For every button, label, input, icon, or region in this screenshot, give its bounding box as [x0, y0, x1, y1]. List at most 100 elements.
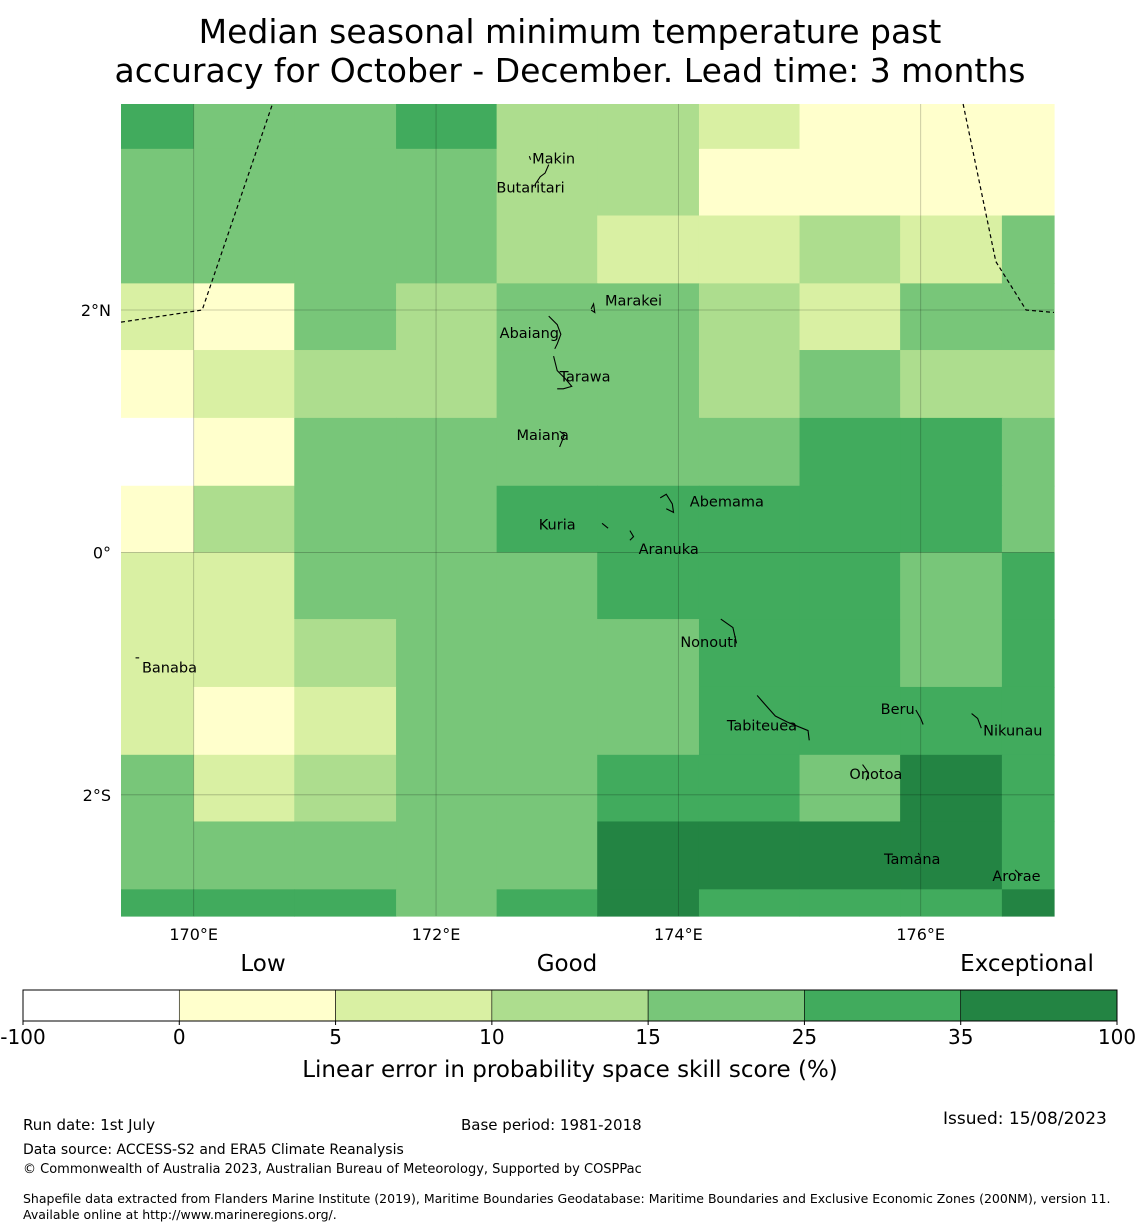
- x-tick-label: 174°E: [654, 925, 703, 944]
- map-title-line-2: accuracy for October - December. Lead ti…: [114, 51, 1026, 90]
- skill-cell: [294, 552, 397, 620]
- skill-cell: [799, 821, 901, 890]
- skill-cell: [121, 485, 195, 554]
- skill-cell: [121, 552, 195, 620]
- skill-cell: [1001, 104, 1055, 150]
- skill-cell: [121, 619, 195, 688]
- skill-cell: [698, 821, 801, 890]
- skill-cell: [396, 686, 498, 756]
- skill-cell: [294, 485, 397, 554]
- island-outline-marakei: [590, 302, 596, 314]
- issued-date: Issued: 15/08/2023: [943, 1109, 1107, 1129]
- skill-cell: [396, 350, 498, 419]
- skill-cell: [294, 148, 397, 217]
- skill-cell: [396, 417, 498, 487]
- skill-cell: [900, 104, 1003, 150]
- skill-cell: [496, 148, 598, 217]
- skill-cell: [799, 889, 901, 917]
- skill-cell: [597, 283, 700, 351]
- skill-cell: [900, 686, 1003, 756]
- island-outline-aranuka: [629, 530, 635, 541]
- skill-cell: [900, 889, 1003, 917]
- island-label-onotoa: Onotoa: [849, 767, 902, 783]
- island-label-abemama: Abemama: [690, 495, 764, 511]
- skill-cell: [900, 821, 1003, 890]
- skill-cell: [496, 283, 598, 351]
- skill-cell: [799, 350, 901, 419]
- skill-cell: [193, 350, 295, 419]
- colorbar-tick-label: 15: [635, 1025, 660, 1049]
- skill-cell: [294, 417, 397, 487]
- island-label-banaba: Banaba: [142, 661, 197, 677]
- island-outline-arorae: [1014, 869, 1022, 877]
- skill-cell: [121, 215, 195, 284]
- colorbar-tick-label: -100: [0, 1025, 45, 1049]
- shapefile-note: Shapefile data extracted from Flanders M…: [23, 1191, 1111, 1222]
- skill-cell: [396, 215, 498, 284]
- skill-cell: [799, 754, 901, 823]
- skill-cell: [496, 215, 598, 284]
- skill-cell: [597, 686, 700, 756]
- skill-cell: [121, 148, 195, 217]
- x-tick-label: 176°E: [896, 925, 945, 944]
- skill-cell: [698, 686, 801, 756]
- island-outline-makin: [528, 155, 532, 160]
- skill-cell: [396, 283, 498, 351]
- skill-cell: [193, 283, 295, 351]
- island-outline-kuria: [601, 522, 609, 529]
- skill-cell: [698, 552, 801, 620]
- island-label-abaiang: Abaiang: [500, 326, 559, 342]
- skill-cell: [396, 104, 498, 150]
- skill-cell: [396, 148, 498, 217]
- skill-cell: [121, 821, 195, 890]
- skill-cell: [1001, 148, 1055, 217]
- skill-cell: [1001, 686, 1055, 756]
- skill-cell: [597, 754, 700, 823]
- island-label-marakei: Marakei: [605, 293, 662, 309]
- skill-cell: [1001, 485, 1055, 554]
- skill-cell: [698, 350, 801, 419]
- skill-cell: [496, 754, 598, 823]
- skill-cell: [294, 821, 397, 890]
- skill-cell: [900, 148, 1003, 217]
- colorbar-segment: [178, 989, 336, 1022]
- skill-cell: [1001, 215, 1055, 284]
- skill-cell: [294, 889, 397, 917]
- skill-cell: [900, 283, 1003, 351]
- colorbar-tick-label: 10: [479, 1025, 504, 1049]
- skill-cell: [193, 619, 295, 688]
- skill-cell: [799, 619, 901, 688]
- skill-cell: [597, 148, 700, 217]
- skill-cell: [597, 552, 700, 620]
- eez-boundary-east: [962, 103, 1055, 314]
- skill-cell: [121, 417, 195, 487]
- island-label-nonouti: Nonouti: [680, 635, 737, 651]
- island-outline-maiana: [559, 430, 566, 448]
- skill-cell: [193, 686, 295, 756]
- colorbar-segment: [22, 989, 180, 1022]
- skill-cell: [396, 889, 498, 917]
- skill-cell: [698, 148, 801, 217]
- skill-cell: [900, 215, 1003, 284]
- island-label-makin: Makin: [532, 152, 575, 168]
- island-outline-nikunau: [971, 713, 982, 729]
- skill-cell: [496, 552, 598, 620]
- skill-cell: [193, 148, 295, 217]
- skill-cell: [799, 215, 901, 284]
- skill-cell: [396, 754, 498, 823]
- island-outline-nonouti: [720, 618, 738, 644]
- base-period: Base period: 1981-2018: [461, 1116, 642, 1134]
- skill-cell: [193, 215, 295, 284]
- skill-cell: [698, 283, 801, 351]
- skill-cell: [193, 754, 295, 823]
- skill-cell: [799, 686, 901, 756]
- skill-cell: [496, 619, 598, 688]
- island-label-kuria: Kuria: [539, 518, 576, 534]
- colorbar-tick-label: 25: [792, 1025, 817, 1049]
- map-title-line-1: Median seasonal minimum temperature past: [198, 12, 942, 51]
- x-tick-label: 170°E: [169, 925, 218, 944]
- island-outline-onotoa: [862, 764, 870, 781]
- skill-cell: [396, 619, 498, 688]
- skill-cell: [698, 417, 801, 487]
- colorbar-segment: [335, 989, 493, 1022]
